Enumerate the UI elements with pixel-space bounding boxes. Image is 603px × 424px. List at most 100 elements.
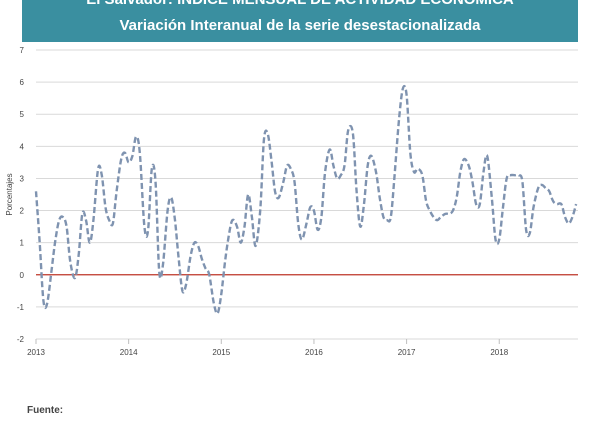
- data-point: [445, 213, 447, 215]
- data-point: [537, 187, 539, 189]
- data-point: [112, 223, 114, 225]
- chart-subtitle: Variación Interanual de la serie desesta…: [119, 17, 481, 34]
- x-tick-label: 2014: [120, 348, 138, 357]
- data-point: [425, 200, 427, 202]
- data-point: [564, 216, 566, 218]
- data-point: [491, 197, 493, 199]
- data-point: [221, 293, 223, 295]
- data-point: [93, 219, 95, 221]
- data-point: [128, 162, 130, 164]
- data-point: [66, 226, 68, 228]
- series-line: [34, 84, 578, 315]
- data-point: [309, 207, 311, 209]
- data-point: [486, 155, 488, 157]
- data-point: [232, 219, 234, 221]
- data-point: [317, 229, 319, 231]
- data-point: [502, 207, 504, 209]
- data-point: [244, 226, 246, 228]
- data-point: [541, 184, 543, 186]
- data-point: [283, 181, 285, 183]
- data-point: [429, 210, 431, 212]
- data-point: [167, 210, 169, 212]
- data-point: [479, 203, 481, 205]
- source-label: Fuente:: [27, 405, 64, 416]
- data-point: [556, 203, 558, 205]
- data-point: [533, 207, 535, 209]
- data-point: [371, 155, 373, 157]
- data-point: [352, 133, 354, 135]
- data-point: [182, 290, 184, 292]
- data-point: [217, 313, 219, 315]
- data-point: [472, 181, 474, 183]
- data-point: [510, 174, 512, 176]
- data-point: [46, 303, 48, 305]
- y-tick-label: 5: [20, 110, 25, 119]
- x-axis-ticks: 2013 2014 2015 2016 2017 2018: [27, 339, 509, 357]
- data-point: [139, 152, 141, 154]
- data-point: [108, 219, 110, 221]
- data-point: [185, 284, 187, 286]
- data-point: [205, 268, 207, 270]
- data-point: [70, 261, 72, 263]
- gridlines: [36, 49, 578, 340]
- y-tick-label: 1: [20, 239, 25, 248]
- data-point: [545, 187, 547, 189]
- data-point: [483, 171, 485, 173]
- data-point: [228, 235, 230, 237]
- data-point: [463, 158, 465, 160]
- data-point: [561, 203, 563, 205]
- x-tick-label: 2015: [212, 348, 230, 357]
- data-point: [85, 219, 87, 221]
- line-chart: -2 -1 0 1 2 3 4 5 6 7 2013 2014 2015 2016 2017 2018 Po…: [5, 46, 578, 357]
- data-point: [297, 223, 299, 225]
- data-point: [62, 216, 64, 218]
- data-point: [201, 258, 203, 260]
- x-tick-label: 2018: [490, 348, 508, 357]
- data-point: [329, 149, 331, 151]
- data-point: [82, 213, 84, 215]
- data-point: [89, 242, 91, 244]
- data-point: [247, 194, 249, 196]
- data-point: [301, 239, 303, 241]
- data-point: [209, 274, 211, 276]
- data-point: [240, 242, 242, 244]
- data-point: [436, 219, 438, 221]
- data-point: [383, 216, 385, 218]
- data-point: [74, 277, 76, 279]
- data-point: [101, 174, 103, 176]
- data-point: [375, 171, 377, 173]
- data-point: [495, 239, 497, 241]
- data-point: [224, 261, 226, 263]
- data-point: [124, 152, 126, 154]
- y-tick-label: 2: [20, 207, 25, 216]
- data-point: [422, 174, 424, 176]
- data-point: [39, 242, 41, 244]
- title-banner: El Salvador: ÍNDICE MENSUAL DE ACTIVIDAD…: [22, 0, 578, 42]
- data-point: [356, 191, 358, 193]
- data-point: [251, 216, 253, 218]
- data-point: [340, 174, 342, 176]
- y-tick-label: -2: [17, 335, 25, 344]
- data-point: [255, 245, 257, 247]
- data-point: [452, 210, 454, 212]
- data-point: [324, 171, 326, 173]
- data-point: [522, 181, 524, 183]
- data-point: [151, 168, 153, 170]
- data-point: [105, 207, 107, 209]
- y-tick-label: 3: [20, 174, 25, 183]
- data-point: [433, 216, 435, 218]
- data-point: [263, 139, 265, 141]
- data-point: [363, 203, 365, 205]
- data-point: [321, 216, 323, 218]
- data-point: [174, 219, 176, 221]
- data-point: [448, 213, 450, 215]
- data-point: [213, 303, 215, 305]
- y-axis-label: Porcentajes: [5, 173, 14, 215]
- data-point: [394, 174, 396, 176]
- data-point: [162, 264, 164, 266]
- data-point: [55, 239, 57, 241]
- data-points: [35, 88, 577, 314]
- data-point: [259, 210, 261, 212]
- data-point: [456, 197, 458, 199]
- data-point: [147, 229, 149, 231]
